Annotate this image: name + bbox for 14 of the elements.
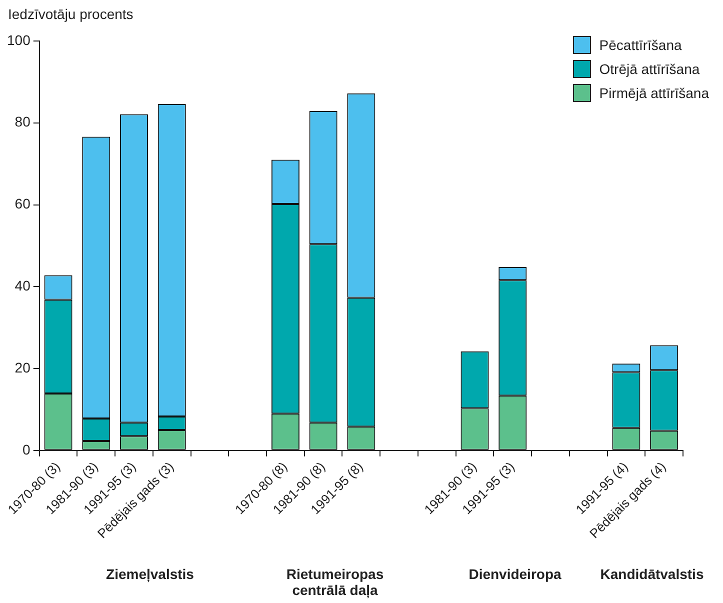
y-tick-label: 60 bbox=[14, 196, 31, 212]
y-tick-label: 40 bbox=[14, 278, 31, 294]
y-tick-label: 100 bbox=[7, 32, 31, 48]
text: Kandidātvalstis bbox=[599, 566, 705, 582]
legend-label: Otrējā attīrīšana bbox=[599, 61, 700, 77]
y-tick-label: 20 bbox=[14, 359, 31, 376]
text: Rietumeiropas centrālā daļa bbox=[285, 566, 385, 598]
y-tick-label: 80 bbox=[14, 114, 31, 130]
text: Dienvideiropa bbox=[468, 566, 562, 582]
text: Ziemeļvalstis bbox=[105, 566, 195, 582]
y-axis-title: Iedzīvotāju procents bbox=[8, 6, 134, 22]
legend-label: Pirmējā attīrīšana bbox=[599, 85, 709, 101]
legend-label: Pēcattīrīšana bbox=[599, 37, 682, 53]
y-tick-label: 0 bbox=[22, 441, 31, 458]
